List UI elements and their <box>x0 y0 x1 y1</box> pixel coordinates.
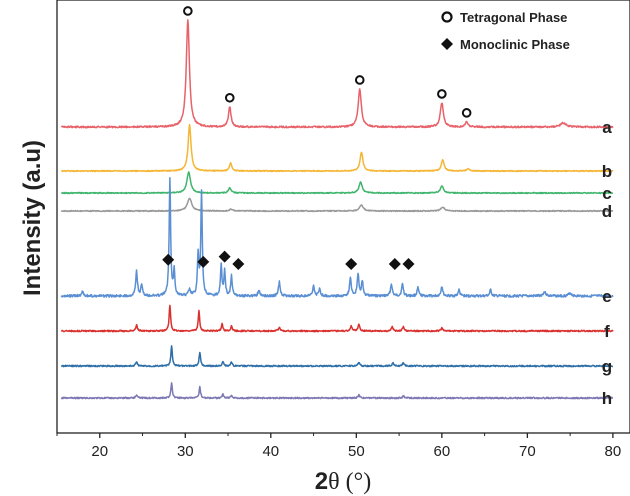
axes-layer <box>56 0 630 434</box>
tetragonal-marker-2 <box>354 75 365 85</box>
x-axis-title: 2θ (°) <box>315 468 371 495</box>
series-line-b <box>60 123 614 173</box>
x-tick-label-80: 80 <box>605 443 622 460</box>
series-line-g <box>60 345 614 368</box>
series-line-c <box>60 171 614 195</box>
monoclinic-marker-3 <box>232 258 245 270</box>
x-tick-label-60: 60 <box>434 443 451 460</box>
series-layer <box>60 19 614 400</box>
x-tick-label-20: 20 <box>91 443 108 460</box>
x-tick-label-40: 40 <box>262 443 279 460</box>
tetragonal-legend-circle-icon <box>441 11 453 23</box>
series-line-e <box>60 176 614 298</box>
x-axis-title-symbol: θ <box>328 469 340 495</box>
series-label-c: c <box>602 184 611 203</box>
monoclinic-marker-6 <box>402 258 415 270</box>
series-label-a: a <box>602 118 612 137</box>
x-tick-label-70: 70 <box>519 443 536 460</box>
monoclinic-marker-1 <box>197 255 210 268</box>
phase-marker-layer <box>162 6 472 270</box>
monoclinic-marker-2 <box>218 250 231 263</box>
series-label-b: b <box>602 162 612 181</box>
tetragonal-marker-1 <box>224 92 235 103</box>
monoclinic-marker-0 <box>162 253 175 266</box>
x-tick-label-30: 30 <box>177 443 194 460</box>
series-line-h <box>60 382 614 400</box>
series-label-e: e <box>602 287 611 306</box>
x-ticks: 20 30 40 50 60 70 80 <box>56 433 622 460</box>
series-line-a <box>60 19 614 129</box>
tetragonal-marker-3 <box>437 89 447 99</box>
series-label-d: d <box>602 202 612 221</box>
monoclinic-marker-4 <box>345 258 358 270</box>
series-label-f: f <box>604 322 610 341</box>
monoclinic-marker-5 <box>388 258 401 270</box>
y-axis-title: Intensity (a.u) <box>19 140 46 296</box>
series-line-d <box>60 197 614 213</box>
tetragonal-marker-0 <box>183 6 193 16</box>
legend: Tetragonal Phase Monoclinic Phase <box>441 10 570 52</box>
plot-frame <box>56 0 630 434</box>
series-label-g: g <box>602 357 612 376</box>
x-tick-label-50: 50 <box>348 443 365 460</box>
series-label-h: h <box>602 389 612 408</box>
x-axis-title-main: 2 <box>315 468 328 495</box>
monoclinic-legend-diamond-icon <box>441 38 453 50</box>
x-axis-title-unit: (°) <box>340 469 372 495</box>
legend-label-monoclinic: Monoclinic Phase <box>460 37 570 52</box>
tetragonal-marker-4 <box>461 108 472 118</box>
series-line-f <box>60 304 614 333</box>
legend-label-tetragonal: Tetragonal Phase <box>460 10 567 25</box>
